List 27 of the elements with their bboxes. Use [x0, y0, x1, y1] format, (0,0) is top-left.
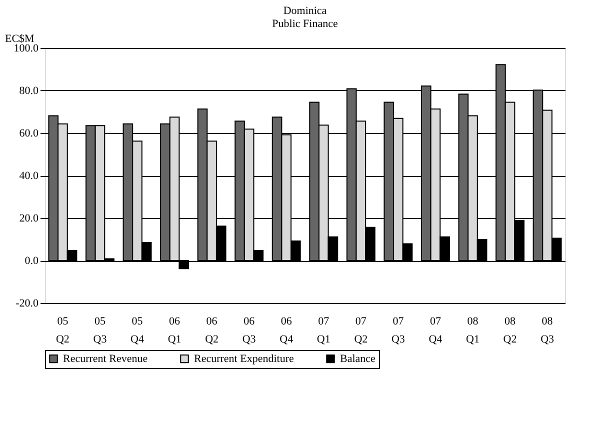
legend-label: Recurrent Expenditure	[194, 352, 294, 365]
x-tick-label: 05 Q3	[93, 316, 108, 346]
x-tick-label: 05 Q2	[56, 316, 70, 346]
x-tick-label: 08 Q2	[503, 316, 517, 346]
chart-subtitle: Public Finance	[272, 18, 338, 30]
x-tick-label: 08 Q1	[466, 316, 480, 346]
y-tick-label: 20.0	[19, 212, 39, 224]
y-tick-label: 0.0	[24, 255, 39, 267]
y-tick-label: 40.0	[19, 170, 39, 182]
y-tick-label: 80.0	[19, 85, 39, 97]
x-tick-label: 06 Q1	[168, 316, 182, 346]
legend-label: Balance	[340, 352, 376, 365]
x-tick-label: 05 Q4	[130, 316, 144, 346]
y-tick-label: -20.0	[16, 298, 39, 310]
chart-title: Dominica	[283, 5, 327, 17]
legend-label: Recurrent Revenue	[63, 352, 148, 365]
y-tick-label: 60.0	[19, 128, 39, 140]
y-tick-label: 100.0	[14, 42, 39, 54]
x-tick-label: 06 Q2	[205, 316, 219, 346]
x-tick-label: 07 Q2	[354, 316, 368, 346]
x-tick-label: 07 Q3	[391, 316, 406, 346]
x-tick-label: 06 Q4	[280, 316, 294, 346]
y-axis-title: EC$M	[5, 33, 35, 45]
x-tick-label: 07 Q1	[316, 316, 330, 346]
x-tick-label: 08 Q3	[540, 316, 555, 346]
x-tick-label: 06 Q3	[242, 316, 256, 346]
x-tick-label: 07 Q4	[428, 316, 443, 346]
